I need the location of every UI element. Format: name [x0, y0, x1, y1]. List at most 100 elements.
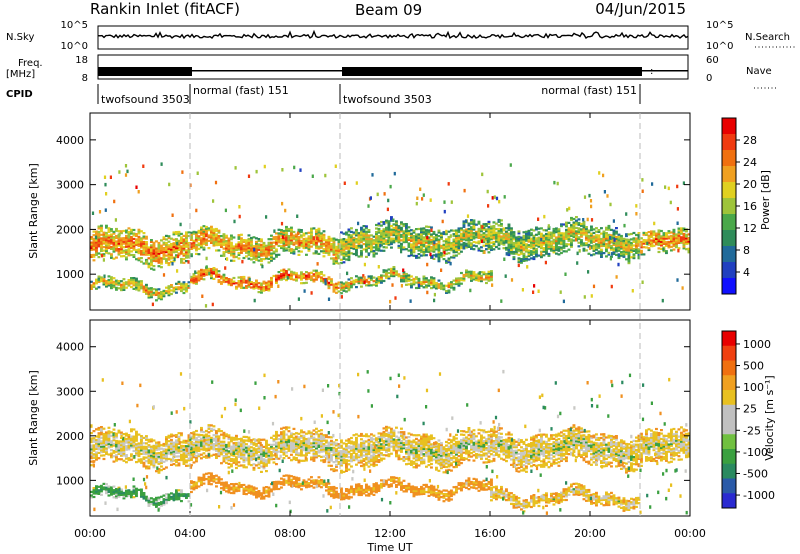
- velocity-cell: [200, 428, 203, 431]
- power-cell: [180, 284, 183, 287]
- power-cell: [570, 238, 573, 241]
- power-cell: [187, 281, 191, 284]
- power-cell: [327, 281, 331, 284]
- power-cell: [172, 251, 176, 254]
- power-cell: [212, 228, 216, 231]
- velocity-cell: [105, 443, 108, 447]
- velocity-cell: [210, 440, 213, 443]
- power-cell: [95, 239, 98, 242]
- power-scatter-cell: [592, 284, 596, 289]
- velocity-cell: [225, 456, 228, 459]
- velocity-cell: [282, 446, 286, 449]
- power-cell: [530, 253, 533, 256]
- power-cell: [160, 262, 163, 265]
- velocity-cell: [180, 459, 183, 462]
- power-cell: [220, 280, 223, 284]
- power-cell: [282, 270, 286, 273]
- power-cell: [530, 250, 533, 253]
- velocity-cell: [232, 449, 236, 452]
- power-cell: [190, 247, 193, 250]
- power-cell: [587, 236, 591, 239]
- power-cell: [105, 231, 108, 235]
- power-cell: [535, 240, 538, 243]
- velocity-cell: [237, 452, 241, 455]
- velocity-cell: [300, 452, 303, 455]
- power-cell: [195, 271, 198, 274]
- power-cell: [650, 234, 653, 237]
- velocity-cell: [197, 453, 201, 456]
- power-cell: [327, 244, 331, 247]
- power-cell: [277, 235, 281, 238]
- power-cell: [487, 231, 491, 234]
- power-cell: [410, 254, 413, 257]
- power-cell: [600, 232, 603, 235]
- power-cell: [540, 234, 543, 237]
- power-cell: [662, 235, 666, 238]
- power-cell: [197, 244, 201, 247]
- power-colorbar-swatch: [722, 278, 736, 295]
- velocity-cell: [227, 466, 231, 469]
- power-cell: [145, 251, 148, 254]
- power-cell: [352, 279, 356, 282]
- power-cell: [370, 278, 373, 281]
- power-cell: [242, 247, 246, 251]
- power-cell: [495, 231, 498, 234]
- power-cell: [147, 294, 151, 297]
- power-cell: [152, 248, 156, 252]
- power-cell: [297, 250, 301, 253]
- velocity-cell: [147, 445, 151, 449]
- velocity-cell: [165, 455, 168, 458]
- power-cell: [212, 268, 216, 271]
- power-cell: [402, 248, 406, 251]
- date-label: 04/Jun/2015: [595, 0, 686, 18]
- power-cell: [305, 276, 308, 279]
- power-cell: [590, 236, 593, 239]
- velocity-cell: [225, 454, 228, 457]
- nave-right-tick-top: 60: [706, 55, 719, 66]
- power-cell: [402, 224, 406, 228]
- power-cell: [675, 242, 678, 245]
- velocity-cell: [267, 452, 271, 455]
- power-cell: [447, 284, 451, 287]
- velocity-cell: [160, 465, 163, 468]
- power-cell: [175, 245, 178, 248]
- power-cell: [372, 239, 376, 242]
- power-cell: [282, 275, 286, 278]
- velocity-cell: [115, 457, 118, 460]
- power-scatter-cell: [204, 304, 208, 308]
- power-cell: [437, 243, 441, 247]
- power-cell: [197, 237, 201, 240]
- power-cell: [340, 231, 343, 234]
- power-cell: [320, 278, 323, 281]
- velocity-cell: [150, 463, 153, 466]
- velocity-cell: [307, 439, 311, 442]
- power-cell: [152, 268, 156, 271]
- velocity-cell: [257, 466, 261, 469]
- power-cell: [442, 243, 446, 246]
- velocity-cell: [177, 450, 181, 453]
- power-cell: [127, 236, 131, 239]
- velocity-cell: [147, 451, 151, 454]
- power-cell: [605, 232, 608, 235]
- velocity-cell: [212, 428, 216, 431]
- power-cell: [132, 243, 136, 246]
- power-cell: [427, 236, 431, 239]
- power-cell: [590, 241, 593, 244]
- velocity-cell: [145, 442, 148, 445]
- power-cell: [190, 238, 193, 241]
- power-cell: [657, 236, 661, 239]
- power-cell: [297, 239, 301, 242]
- velocity-cell: [247, 436, 251, 439]
- velocity-cell: [97, 444, 101, 447]
- power-cell: [520, 249, 523, 252]
- power-cell: [447, 244, 451, 248]
- power-cell: [377, 276, 381, 279]
- power-cell: [570, 218, 573, 221]
- power-cell: [547, 231, 551, 234]
- power-cell: [415, 256, 418, 259]
- velocity-cell: [115, 434, 118, 437]
- power-cell: [335, 288, 338, 291]
- power-cell: [287, 268, 291, 271]
- power-cell: [412, 245, 416, 248]
